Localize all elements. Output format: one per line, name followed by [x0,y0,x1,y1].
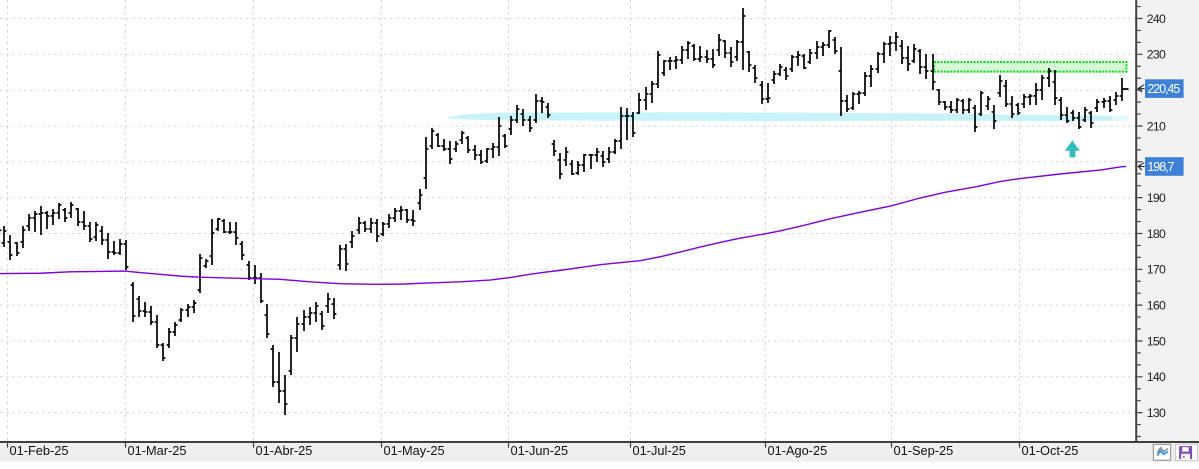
svg-text:130: 130 [1147,406,1166,420]
svg-text:01-Sep-25: 01-Sep-25 [894,443,954,458]
svg-text:170: 170 [1147,263,1166,277]
svg-text:140: 140 [1147,370,1166,384]
svg-text:01-Oct-25: 01-Oct-25 [1022,443,1079,458]
svg-text:240: 240 [1147,12,1166,26]
svg-text:190: 190 [1147,191,1166,205]
svg-text:220,45: 220,45 [1147,82,1180,96]
svg-text:160: 160 [1147,298,1166,312]
svg-text:210: 210 [1147,119,1166,133]
svg-text:150: 150 [1147,334,1166,348]
svg-text:230: 230 [1147,48,1166,62]
svg-text:01-Jul-25: 01-Jul-25 [633,443,686,458]
svg-text:01-Abr-25: 01-Abr-25 [256,443,313,458]
svg-text:180: 180 [1147,227,1166,241]
svg-text:01-Jun-25: 01-Jun-25 [511,443,569,458]
svg-text:01-Mar-25: 01-Mar-25 [128,443,187,458]
svg-text:198,7: 198,7 [1147,160,1174,174]
svg-text:01-May-25: 01-May-25 [384,443,445,458]
svg-text:01-Feb-25: 01-Feb-25 [10,443,69,458]
svg-text:01-Ago-25: 01-Ago-25 [768,443,828,458]
